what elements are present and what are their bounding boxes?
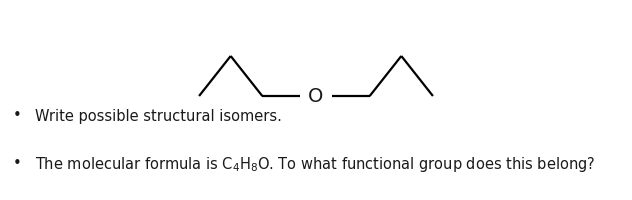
Text: O: O	[308, 86, 324, 106]
Text: •: •	[13, 156, 21, 171]
Text: The molecular formula is $\mathregular{C_4H_8O}$. To what functional group does : The molecular formula is $\mathregular{C…	[35, 154, 595, 173]
Text: •: •	[13, 108, 21, 123]
Text: Write possible structural isomers.: Write possible structural isomers.	[35, 108, 282, 123]
